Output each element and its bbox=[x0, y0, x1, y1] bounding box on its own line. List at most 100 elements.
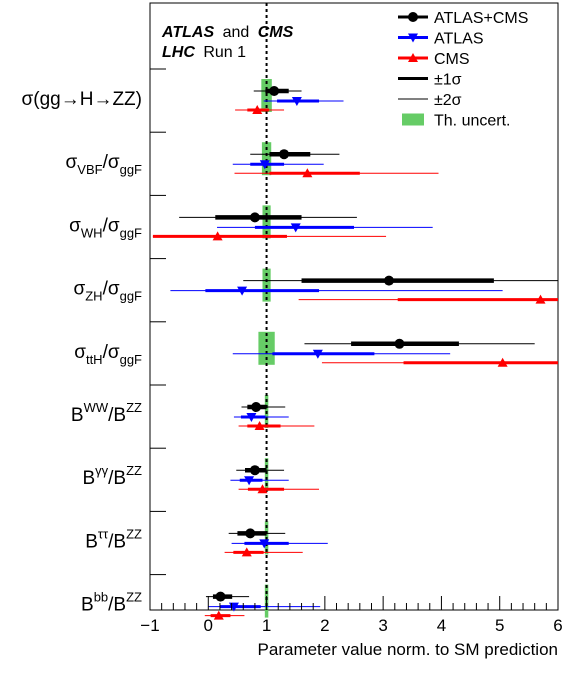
label-part: B bbox=[85, 531, 98, 552]
parameter-label: σZH/σggF bbox=[74, 279, 143, 304]
legend-triangle-down-icon bbox=[408, 33, 418, 43]
combined-point bbox=[249, 465, 260, 476]
combined-point bbox=[279, 149, 290, 160]
label-part: σ bbox=[66, 152, 78, 173]
label-part: σ(gg→H→ZZ) bbox=[22, 89, 142, 110]
legend-label: ATLAS bbox=[434, 31, 484, 48]
combined-point bbox=[269, 86, 280, 96]
label-part: /σ bbox=[103, 342, 120, 363]
combined-point bbox=[249, 212, 260, 223]
x-axis-label: Parameter value norm. to SM prediction bbox=[258, 640, 558, 659]
parameter-label: BWW/BZZ bbox=[71, 400, 142, 426]
label-part: WW bbox=[84, 400, 109, 415]
x-tick-label: −1 bbox=[140, 616, 159, 635]
label-part: /B bbox=[108, 468, 126, 489]
legend-box-icon bbox=[402, 113, 424, 126]
parameter-label: σ(gg→H→ZZ) bbox=[22, 89, 142, 110]
x-tick-label: 0 bbox=[204, 616, 213, 635]
parameter-label: Bττ/BZZ bbox=[85, 526, 142, 552]
label-part: /σ bbox=[103, 152, 120, 173]
legend-circle-icon bbox=[408, 12, 418, 22]
label-part: σ bbox=[74, 342, 86, 363]
parameter-label: Bγγ/BZZ bbox=[82, 463, 142, 489]
atlas-point bbox=[259, 160, 270, 170]
atlas-point bbox=[237, 286, 248, 296]
x-tick-label: 3 bbox=[378, 616, 387, 635]
label-part: WH bbox=[81, 225, 103, 240]
cms-point bbox=[241, 547, 252, 557]
label-part: ττ bbox=[98, 526, 109, 541]
header-atlas: ATLAS bbox=[161, 24, 214, 41]
combined-point bbox=[383, 275, 394, 286]
atlas-point bbox=[312, 349, 323, 359]
x-tick-label: 2 bbox=[320, 616, 329, 635]
label-part: /B bbox=[108, 405, 126, 426]
combined-point bbox=[215, 591, 226, 602]
label-part: B bbox=[82, 468, 95, 489]
label-part: σ bbox=[69, 215, 81, 236]
atlas-point bbox=[244, 476, 255, 486]
label-part: ZZ bbox=[126, 463, 142, 478]
label-part: ggF bbox=[120, 289, 142, 304]
label-part: ZH bbox=[85, 289, 102, 304]
x-tick-label: 1 bbox=[262, 616, 271, 635]
cms-point bbox=[302, 168, 313, 178]
parameter-label: Bbb/BZZ bbox=[81, 590, 142, 616]
atlas-point bbox=[291, 97, 302, 106]
theory-uncert-box bbox=[258, 331, 275, 365]
combined-point bbox=[245, 528, 256, 539]
label-part: ZZ bbox=[126, 526, 142, 541]
combined-point bbox=[251, 402, 262, 412]
legend: ATLAS+CMS ATLAS CMS ±1σ ±2σ Th. uncert. bbox=[398, 10, 528, 130]
label-part: γγ bbox=[95, 463, 109, 478]
header-run: Run 1 bbox=[203, 44, 246, 61]
label-part: B bbox=[81, 595, 94, 616]
legend-label: CMS bbox=[434, 51, 470, 68]
label-part: ZZ bbox=[126, 590, 142, 605]
header-line-2: LHC Run 1 bbox=[162, 44, 246, 61]
header-cms: CMS bbox=[258, 24, 294, 41]
x-tick-label: 5 bbox=[495, 616, 504, 635]
legend-label: Th. uncert. bbox=[434, 113, 510, 130]
cms-point bbox=[254, 421, 265, 430]
header-lhc: LHC bbox=[162, 44, 195, 61]
label-part: ggF bbox=[120, 162, 142, 177]
parameter-label: σttH/σggF bbox=[74, 342, 142, 367]
header-and: and bbox=[223, 24, 250, 41]
label-part: /σ bbox=[103, 215, 120, 236]
label-part: ggF bbox=[120, 225, 142, 240]
label-part: ttH bbox=[86, 352, 103, 367]
parameter-label: σVBF/σggF bbox=[66, 152, 143, 177]
legend-triangle-up-icon bbox=[408, 53, 418, 62]
atlas-point bbox=[259, 539, 270, 549]
legend-label: ATLAS+CMS bbox=[434, 10, 528, 27]
label-part: B bbox=[71, 405, 84, 426]
x-tick-label: 6 bbox=[553, 616, 562, 635]
label-part: bb bbox=[94, 590, 108, 605]
combined-point bbox=[394, 338, 405, 349]
cms-point bbox=[213, 610, 224, 620]
cms-point bbox=[257, 484, 268, 494]
legend-label: ±1σ bbox=[434, 72, 462, 89]
plot-frame bbox=[149, 2, 559, 611]
cms-point bbox=[212, 231, 223, 241]
atlas-point bbox=[246, 413, 257, 422]
label-part: /B bbox=[108, 531, 126, 552]
cms-point bbox=[535, 294, 546, 304]
theory-uncert-box bbox=[264, 458, 269, 492]
label-part: ZZ bbox=[126, 400, 142, 415]
atlas-point bbox=[290, 223, 301, 233]
label-part: /B bbox=[108, 595, 126, 616]
header-line-1: ATLAS and CMS bbox=[161, 24, 294, 41]
label-part: ggF bbox=[120, 352, 142, 367]
label-part: σ bbox=[74, 279, 86, 300]
theory-uncert-box bbox=[261, 142, 272, 176]
x-tick-label: 4 bbox=[437, 616, 446, 635]
legend-label: ±2σ bbox=[434, 92, 462, 109]
label-part: /σ bbox=[103, 279, 120, 300]
parameter-label: σWH/σggF bbox=[69, 215, 142, 240]
cms-point bbox=[252, 105, 263, 114]
label-part: VBF bbox=[77, 162, 102, 177]
cms-point bbox=[497, 357, 508, 367]
